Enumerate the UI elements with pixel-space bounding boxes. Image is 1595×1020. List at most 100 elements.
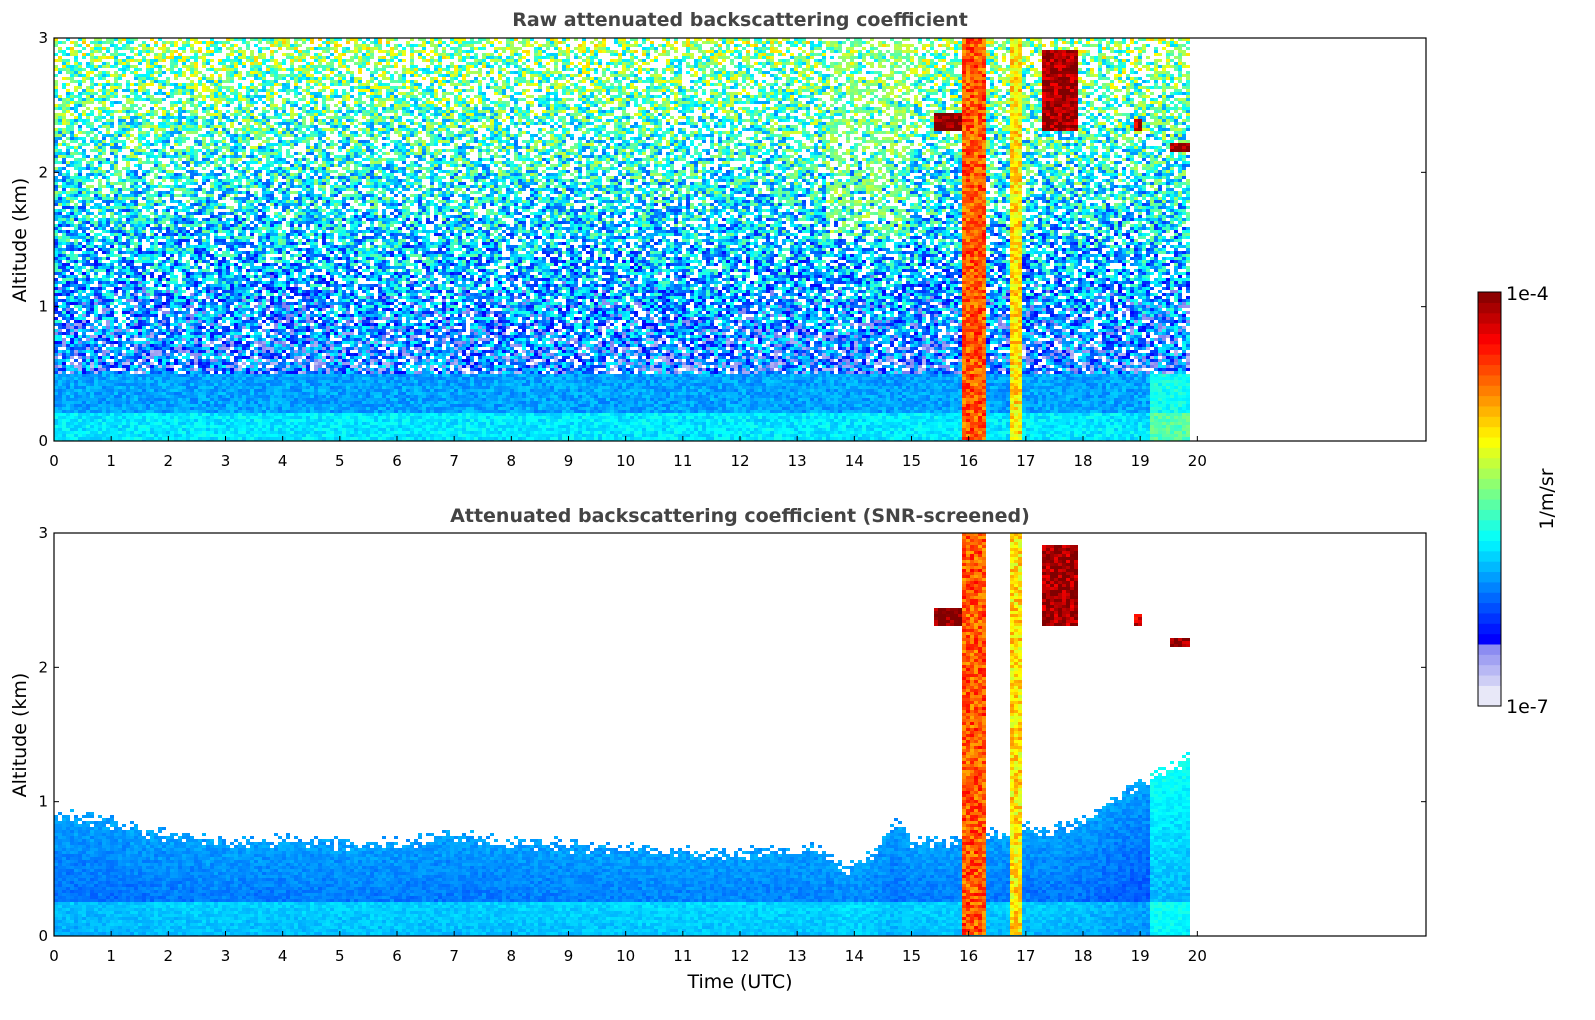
heatmap-cell	[198, 350, 202, 353]
heatmap-cell	[174, 104, 178, 107]
heatmap-cell	[206, 239, 210, 242]
heatmap-cell	[206, 236, 210, 239]
heatmap-cell	[146, 335, 150, 338]
heatmap-cell	[74, 305, 78, 308]
heatmap-cell	[198, 83, 202, 86]
heatmap-cell	[154, 434, 158, 437]
heatmap-cell	[62, 161, 66, 164]
heatmap-cell	[134, 59, 138, 62]
heatmap-cell	[122, 362, 126, 365]
heatmap-cell	[110, 116, 114, 119]
heatmap-cell	[126, 347, 130, 350]
heatmap-cell	[170, 206, 174, 209]
heatmap-cell	[114, 191, 118, 194]
heatmap-cell	[74, 332, 78, 335]
heatmap-cell	[82, 176, 86, 179]
heatmap-cell	[138, 164, 142, 167]
heatmap-cell	[222, 116, 226, 119]
heatmap-cell	[150, 155, 154, 158]
heatmap-cell	[98, 410, 102, 413]
heatmap-cell	[130, 266, 134, 269]
heatmap-cell	[66, 122, 70, 125]
heatmap-cell	[118, 269, 122, 272]
heatmap-cell	[106, 224, 110, 227]
heatmap-cell	[194, 362, 198, 365]
heatmap-cell	[90, 305, 94, 308]
heatmap-cell	[70, 209, 74, 212]
heatmap-cell	[82, 251, 86, 254]
heatmap-cell	[214, 263, 218, 266]
heatmap-cell	[134, 317, 138, 320]
heatmap-cell	[154, 263, 158, 266]
heatmap-cell	[170, 233, 174, 236]
heatmap-cell	[210, 428, 214, 431]
heatmap-cell	[158, 227, 162, 230]
heatmap-cell	[142, 83, 146, 86]
heatmap-cell	[134, 269, 138, 272]
heatmap-cell	[214, 89, 218, 92]
heatmap-cell	[226, 227, 230, 230]
heatmap-cell	[230, 404, 234, 407]
heatmap-cell	[178, 179, 182, 182]
heatmap-cell	[126, 290, 130, 293]
heatmap-cell	[78, 431, 82, 434]
heatmap-cell	[130, 365, 134, 368]
heatmap-cell	[226, 173, 230, 176]
heatmap-cell	[70, 155, 74, 158]
heatmap-cell	[170, 242, 174, 245]
heatmap-cell	[218, 95, 222, 98]
heatmap-cell	[98, 89, 102, 92]
heatmap-cell	[158, 275, 162, 278]
heatmap-cell	[210, 74, 214, 77]
heatmap-cell	[166, 248, 170, 251]
heatmap-cell	[226, 386, 230, 389]
heatmap-cell	[150, 395, 154, 398]
heatmap-cell	[86, 389, 90, 392]
heatmap-cell	[106, 176, 110, 179]
heatmap-cell	[106, 197, 110, 200]
heatmap-cell	[62, 110, 66, 113]
heatmap-cell	[194, 320, 198, 323]
heatmap-cell	[134, 326, 138, 329]
heatmap-cell	[146, 362, 150, 365]
heatmap-cell	[86, 185, 90, 188]
heatmap-cell	[146, 356, 150, 359]
heatmap-cell	[230, 77, 234, 80]
heatmap-cell	[158, 161, 162, 164]
heatmap-cell	[174, 302, 178, 305]
heatmap-cell	[154, 314, 158, 317]
heatmap-cell	[166, 359, 170, 362]
heatmap-cell	[214, 296, 218, 299]
heatmap-cell	[226, 98, 230, 101]
heatmap-cell	[210, 128, 214, 131]
heatmap-cell	[226, 143, 230, 146]
heatmap-cell	[118, 212, 122, 215]
heatmap-cell	[106, 170, 110, 173]
heatmap-cell	[78, 242, 82, 245]
heatmap-cell	[182, 215, 186, 218]
heatmap-cell	[62, 416, 66, 419]
heatmap-cell	[138, 362, 142, 365]
heatmap-cell	[218, 374, 222, 377]
heatmap-cell	[90, 293, 94, 296]
heatmap-cell	[222, 422, 226, 425]
heatmap-cell	[154, 191, 158, 194]
heatmap-cell	[218, 326, 222, 329]
heatmap-cell	[174, 350, 178, 353]
heatmap-cell	[162, 167, 166, 170]
heatmap-cell	[58, 113, 62, 116]
heatmap-cell	[194, 158, 198, 161]
heatmap-cell	[186, 248, 190, 251]
heatmap-cell	[234, 254, 238, 257]
heatmap-cell	[122, 269, 126, 272]
heatmap-cell	[134, 404, 138, 407]
heatmap-cell	[78, 221, 82, 224]
heatmap-cell	[178, 323, 182, 326]
heatmap-cell	[218, 293, 222, 296]
heatmap-cell	[110, 122, 114, 125]
heatmap-cell	[174, 116, 178, 119]
heatmap-cell	[114, 53, 118, 56]
heatmap-cell	[174, 326, 178, 329]
heatmap-cell	[66, 416, 70, 419]
heatmap-cell	[218, 431, 222, 434]
